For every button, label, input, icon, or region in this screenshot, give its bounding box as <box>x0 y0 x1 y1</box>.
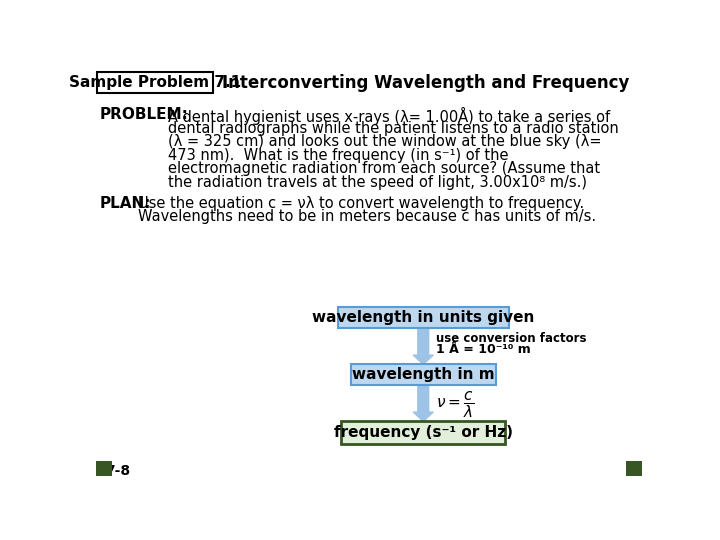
FancyBboxPatch shape <box>351 363 495 385</box>
Text: $\nu = \dfrac{c}{\lambda}$: $\nu = \dfrac{c}{\lambda}$ <box>436 390 474 420</box>
FancyArrow shape <box>413 384 433 421</box>
Text: Wavelengths need to be in meters because c has units of m/s.: Wavelengths need to be in meters because… <box>138 209 596 224</box>
FancyBboxPatch shape <box>341 421 505 444</box>
Text: PROBLEM:: PROBLEM: <box>99 107 188 122</box>
FancyBboxPatch shape <box>338 307 508 328</box>
Text: Use the equation c = νλ to convert wavelength to frequency.: Use the equation c = νλ to convert wavel… <box>138 195 584 211</box>
FancyBboxPatch shape <box>97 72 213 93</box>
Bar <box>626 461 642 476</box>
Text: frequency (s⁻¹ or Hz): frequency (s⁻¹ or Hz) <box>334 424 513 440</box>
Text: dental radiographs while the patient listens to a radio station: dental radiographs while the patient lis… <box>168 120 618 136</box>
Text: 1 Å = 10⁻¹⁰ m: 1 Å = 10⁻¹⁰ m <box>436 343 531 356</box>
Text: PLAN:: PLAN: <box>99 195 150 211</box>
Text: use conversion factors: use conversion factors <box>436 332 587 345</box>
Text: electromagnetic radiation from each source? (Assume that: electromagnetic radiation from each sour… <box>168 161 600 176</box>
Text: wavelength in units given: wavelength in units given <box>312 310 534 325</box>
Text: (λ = 325 cm) and looks out the window at the blue sky (λ=: (λ = 325 cm) and looks out the window at… <box>168 134 601 149</box>
Bar <box>96 461 112 476</box>
Text: Interconverting Wavelength and Frequency: Interconverting Wavelength and Frequency <box>222 73 629 91</box>
Text: 473 nm).  What is the frequency (in s⁻¹) of the: 473 nm). What is the frequency (in s⁻¹) … <box>168 147 508 163</box>
Text: Sample Problem 7.1: Sample Problem 7.1 <box>69 75 241 90</box>
Text: the radiation travels at the speed of light, 3.00x10⁸ m/s.): the radiation travels at the speed of li… <box>168 174 587 190</box>
Text: 7-8: 7-8 <box>104 463 130 477</box>
Text: wavelength in m: wavelength in m <box>352 367 495 382</box>
Text: A dental hygienist uses x-rays (λ= 1.00Å) to take a series of: A dental hygienist uses x-rays (λ= 1.00Å… <box>168 107 610 125</box>
FancyArrow shape <box>413 327 433 365</box>
